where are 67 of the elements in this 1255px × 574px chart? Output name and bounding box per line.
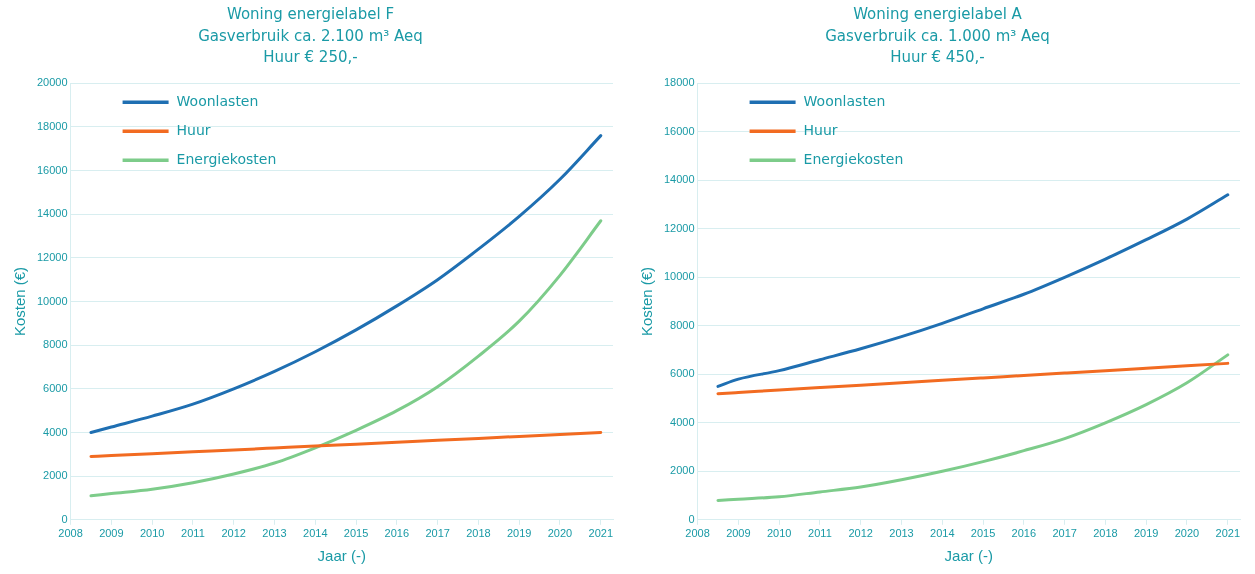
y-tick-label: 12000 <box>663 221 695 234</box>
y-axis-title: Kosten (€) <box>11 266 29 337</box>
y-tick-label: 10000 <box>36 294 68 307</box>
legend-label: Energiekosten <box>803 150 904 167</box>
y-tick-label: 18000 <box>36 119 68 132</box>
x-tick-label: 2013 <box>262 527 287 540</box>
legend-label: Huur <box>803 121 838 138</box>
x-tick-label: 2010 <box>766 527 792 540</box>
y-tick-label: 12000 <box>36 250 68 263</box>
x-tick-label: 2018 <box>1093 527 1118 540</box>
y-tick-label: 20000 <box>36 76 68 89</box>
x-tick-label: 2017 <box>1052 527 1077 540</box>
y-tick-label: 18000 <box>663 76 695 89</box>
y-tick-label: 6000 <box>43 381 68 394</box>
x-tick-label: 2014 <box>303 527 328 540</box>
line-series <box>716 353 1230 502</box>
legend-label: Woonlasten <box>176 92 259 109</box>
y-tick-label: 16000 <box>36 163 68 176</box>
x-tick-label: 2020 <box>547 527 573 540</box>
y-tick-label: 14000 <box>663 173 695 186</box>
y-tick-label: 8000 <box>670 318 695 331</box>
y-tick-label: 14000 <box>36 207 68 220</box>
x-axis-title: Jaar (-) <box>944 547 993 565</box>
legend-label: Huur <box>176 121 211 138</box>
x-tick-label: 2008 <box>58 527 83 540</box>
x-tick-label: 2015 <box>970 527 996 540</box>
x-tick-label: 2017 <box>425 527 450 540</box>
y-axis-title: Kosten (€) <box>638 266 656 337</box>
x-tick-label: 2012 <box>848 527 873 540</box>
chart-title: Woning energielabel F Gasverbruik ca. 2.100 m³ Aeq Huur € 250,- <box>198 4 423 67</box>
legend-label: Woonlasten <box>803 92 886 109</box>
x-tick-label: 2011 <box>181 527 205 540</box>
x-tick-label: 2014 <box>930 527 955 540</box>
y-tick-label: 4000 <box>670 415 695 428</box>
y-tick-label: 8000 <box>43 338 68 351</box>
x-axis-title: Jaar (-) <box>317 547 366 565</box>
x-tick-label: 2010 <box>139 527 165 540</box>
y-tick-label: 0 <box>61 512 68 525</box>
x-tick-label: 2009 <box>99 527 124 540</box>
x-tick-label: 2016 <box>384 527 410 540</box>
y-tick-label: 10000 <box>663 270 695 283</box>
x-tick-label: 2011 <box>808 527 832 540</box>
y-tick-label: 2000 <box>43 469 68 482</box>
y-tick-label: 2000 <box>670 464 695 477</box>
line-series <box>716 361 1230 396</box>
x-tick-label: 2008 <box>685 527 710 540</box>
x-tick-label: 2009 <box>726 527 751 540</box>
x-tick-label: 2015 <box>343 527 369 540</box>
x-tick-label: 2012 <box>221 527 246 540</box>
y-tick-label: 16000 <box>663 124 695 137</box>
x-tick-label: 2020 <box>1174 527 1200 540</box>
y-tick-label: 4000 <box>43 425 68 438</box>
y-tick-label: 6000 <box>670 367 695 380</box>
line-series <box>716 193 1230 388</box>
legend-label: Energiekosten <box>176 150 277 167</box>
y-tick-label: 0 <box>688 512 695 525</box>
x-tick-label: 2013 <box>889 527 914 540</box>
line-series <box>89 134 603 434</box>
x-tick-label: 2019 <box>506 527 532 540</box>
line-series <box>89 430 603 458</box>
x-tick-label: 2021 <box>588 527 614 540</box>
x-tick-label: 2021 <box>1215 527 1241 540</box>
x-tick-label: 2019 <box>1133 527 1159 540</box>
x-tick-label: 2016 <box>1011 527 1037 540</box>
line-series <box>89 219 603 498</box>
chart-title: Woning energielabel A Gasverbruik ca. 1.000 m³ Aeq Huur € 450,- <box>825 4 1050 67</box>
x-tick-label: 2018 <box>466 527 491 540</box>
